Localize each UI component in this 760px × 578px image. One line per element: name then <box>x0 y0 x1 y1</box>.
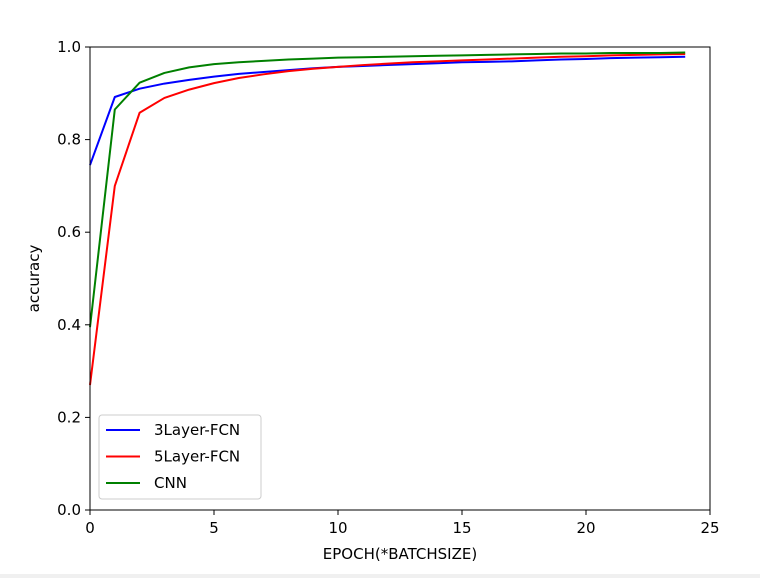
y-tick-label: 1.0 <box>57 38 81 56</box>
y-axis-title: accuracy <box>25 245 43 313</box>
series-line-cnn <box>89 51 686 328</box>
x-tick-label: 0 <box>85 519 95 537</box>
x-tick-label: 25 <box>700 519 719 537</box>
x-axis: 0 5 10 15 20 25 <box>85 510 720 537</box>
y-tick-label: 0.4 <box>57 316 81 334</box>
x-axis-title: EPOCH(*BATCHSIZE) <box>323 545 477 563</box>
legend-label: 5Layer-FCN <box>154 448 240 466</box>
window-bottom-strip <box>0 574 760 578</box>
y-tick-label: 0.2 <box>57 408 81 426</box>
plot-frame <box>89 46 711 511</box>
legend: 3Layer-FCN 5Layer-FCN CNN <box>98 414 262 500</box>
series-line-5layer-fcn <box>89 52 686 386</box>
x-tick-label: 20 <box>576 519 595 537</box>
y-tick-label: 0.6 <box>57 223 81 241</box>
legend-label: CNN <box>154 474 187 492</box>
series-line-3layer-fcn <box>89 55 686 166</box>
y-tick-label: 0.8 <box>57 131 81 149</box>
y-axis: 0.0 0.2 0.4 0.6 0.8 1.0 <box>57 38 90 519</box>
x-tick-label: 10 <box>328 519 347 537</box>
y-tick-label: 0.0 <box>57 501 81 519</box>
x-tick-label: 5 <box>209 519 219 537</box>
series-layer <box>89 51 686 386</box>
x-tick-label: 15 <box>452 519 471 537</box>
legend-label: 3Layer-FCN <box>154 421 240 439</box>
legend-box <box>98 414 262 500</box>
